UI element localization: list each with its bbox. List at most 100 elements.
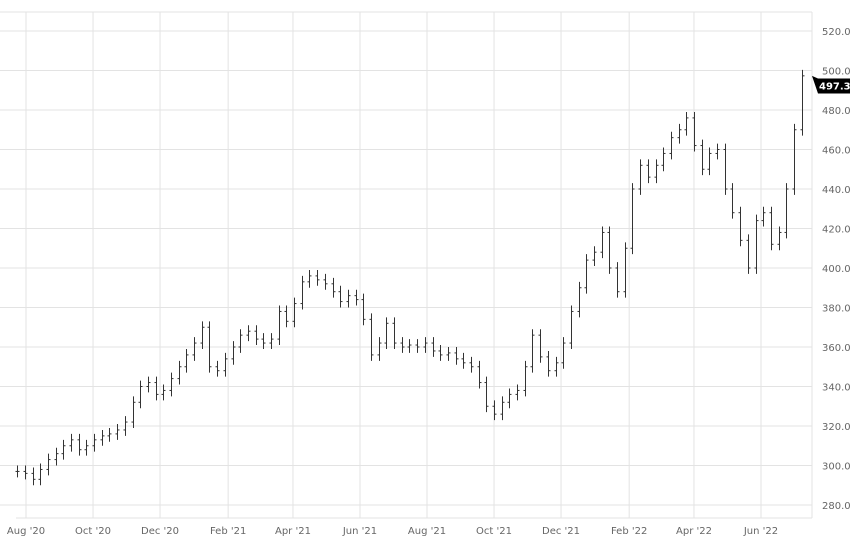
ohlc-bar bbox=[661, 147, 666, 172]
ohlc-bar bbox=[500, 396, 505, 421]
ohlc-bar bbox=[115, 424, 120, 440]
y-tick-label: 300.0 bbox=[822, 462, 851, 473]
ohlc-bar bbox=[392, 317, 397, 349]
ohlc-bar bbox=[761, 206, 766, 227]
ohlc-bar bbox=[646, 159, 651, 184]
ohlc-bar bbox=[600, 226, 605, 259]
ohlc-bar bbox=[746, 234, 751, 274]
ohlc-bar bbox=[684, 111, 689, 136]
y-tick-label: 280.0 bbox=[822, 501, 851, 512]
ohlc-bar bbox=[423, 337, 428, 353]
ohlc-bar bbox=[138, 380, 143, 409]
x-tick-label: Aug '20 bbox=[7, 526, 45, 537]
ohlc-bar bbox=[792, 123, 797, 195]
ohlc-bar bbox=[407, 339, 412, 353]
ohlc-bar bbox=[192, 337, 197, 361]
ohlc-bar bbox=[154, 376, 159, 401]
ohlc-bar bbox=[630, 183, 635, 255]
ohlc-bar bbox=[715, 143, 720, 160]
ohlc-bar bbox=[654, 159, 659, 184]
ohlc-bar bbox=[400, 337, 405, 353]
last-price-label: 497.3 bbox=[812, 75, 851, 94]
ohlc-bar bbox=[615, 262, 620, 298]
x-tick-label: Feb '21 bbox=[210, 526, 246, 537]
ohlc-bar bbox=[454, 347, 459, 365]
x-tick-label: Apr '21 bbox=[275, 526, 311, 537]
ohlc-bar bbox=[800, 69, 805, 136]
ohlc-bar bbox=[46, 453, 51, 476]
ohlc-bar bbox=[331, 277, 336, 298]
ohlc-bar bbox=[77, 433, 82, 456]
ohlc-bar bbox=[131, 396, 136, 428]
ohlc-bar bbox=[31, 467, 36, 486]
ohlc-bar bbox=[730, 183, 735, 219]
ohlc-bar bbox=[207, 321, 212, 373]
ohlc-bar bbox=[246, 325, 251, 342]
ohlc-bar bbox=[177, 360, 182, 385]
ohlc-bar bbox=[515, 384, 520, 401]
ohlc-bar bbox=[623, 242, 628, 298]
ohlc-bar bbox=[123, 416, 128, 436]
ohlc-bar bbox=[361, 293, 366, 326]
ohlc-bar bbox=[538, 329, 543, 363]
x-tick-label: Jun '22 bbox=[743, 526, 778, 537]
ohlc-bar bbox=[323, 273, 328, 290]
y-axis-labels: 280.0 300.0 320.0 340.0 360.0 380.0 400.0 420.0… bbox=[822, 27, 851, 512]
x-tick-label: Oct '20 bbox=[75, 526, 111, 537]
ohlc-bar bbox=[446, 347, 451, 361]
ohlc-bar bbox=[54, 447, 59, 466]
ohlc-bar bbox=[38, 463, 43, 486]
ohlc-bar bbox=[254, 325, 259, 346]
ohlc-bar bbox=[607, 226, 612, 274]
x-tick-label: Oct '21 bbox=[476, 526, 512, 537]
ohlc-bar bbox=[215, 360, 220, 377]
ohlc-bar bbox=[184, 348, 189, 373]
ohlc-bar bbox=[238, 329, 243, 353]
ohlc-bar bbox=[769, 206, 774, 251]
ohlc-bar bbox=[638, 159, 643, 195]
ohlc-bar bbox=[569, 305, 574, 349]
x-tick-label: Dec '21 bbox=[542, 526, 580, 537]
ohlc-bar bbox=[107, 427, 112, 442]
ohlc-bar bbox=[592, 246, 597, 267]
ohlc-bar bbox=[507, 388, 512, 409]
y-gridlines bbox=[0, 30, 812, 506]
ohlc-bar bbox=[161, 384, 166, 401]
ohlc-bar bbox=[307, 269, 312, 288]
y-tick-label: 520.0 bbox=[822, 27, 851, 38]
y-tick-label: 500.0 bbox=[822, 67, 851, 78]
ohlc-bar bbox=[484, 376, 489, 413]
ohlc-bar bbox=[200, 321, 205, 349]
y-tick-label: 400.0 bbox=[822, 264, 851, 275]
ohlc-bar bbox=[92, 433, 97, 452]
ohlc-bar bbox=[146, 376, 151, 393]
price-bars bbox=[15, 69, 805, 486]
ohlc-bar bbox=[69, 433, 74, 452]
ohlc-bar bbox=[577, 281, 582, 318]
ohlc-bar bbox=[377, 337, 382, 361]
ohlc-bar bbox=[561, 337, 566, 369]
x-tick-label: Aug '21 bbox=[408, 526, 446, 537]
ohlc-bar bbox=[61, 439, 66, 460]
ohlc-bar bbox=[169, 372, 174, 397]
ohlc-bar bbox=[707, 147, 712, 176]
x-tick-label: Dec '20 bbox=[141, 526, 179, 537]
y-tick-label: 440.0 bbox=[822, 185, 851, 196]
x-tick-label: Feb '22 bbox=[611, 526, 647, 537]
x-axis-labels: Aug '20 Oct '20 Dec '20 Feb '21 Apr '21 Jun '… bbox=[7, 526, 778, 537]
ohlc-bar bbox=[477, 360, 482, 389]
ohlc-bar bbox=[523, 360, 528, 397]
ohlc-bar bbox=[584, 254, 589, 294]
y-tick-label: 420.0 bbox=[822, 225, 851, 236]
ohlc-bar bbox=[431, 337, 436, 357]
ohlc-bar bbox=[23, 465, 28, 480]
ohlc-bar bbox=[292, 297, 297, 328]
ohlc-bar bbox=[738, 206, 743, 247]
ohlc-bar bbox=[300, 275, 305, 310]
ohlc-bar bbox=[677, 123, 682, 144]
ohlc-bar bbox=[84, 439, 89, 456]
y-tick-label: 380.0 bbox=[822, 304, 851, 315]
ohlc-bar bbox=[754, 214, 759, 274]
ohlc-bar bbox=[546, 350, 551, 377]
